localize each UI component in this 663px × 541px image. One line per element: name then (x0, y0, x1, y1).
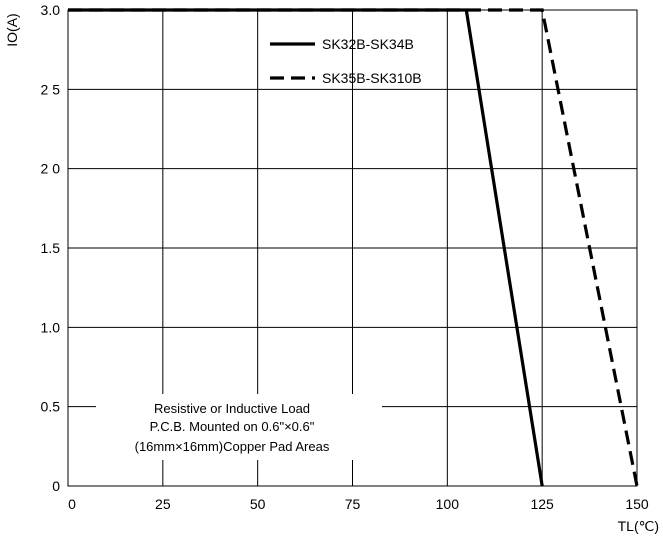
annotation-line-2: (16mm×16mm)Copper Pad Areas (135, 439, 330, 454)
x-tick-label-2: 50 (250, 496, 266, 512)
x-tick-label-6: 150 (625, 496, 649, 512)
x-tick-label-3: 75 (345, 496, 361, 512)
y-tick-label-6: 3.0 (41, 2, 61, 18)
x-tick-label-5: 125 (530, 496, 554, 512)
y-tick-label-3: 1.5 (41, 240, 61, 256)
y-tick-label-2: 1.0 (41, 319, 61, 335)
legend: SK32B-SK34B SK35B-SK310B (270, 36, 422, 86)
legend-label-sk32b: SK32B-SK34B (322, 36, 414, 52)
series-line-1 (68, 8, 639, 487)
annotation-line-1: P.C.B. Mounted on 0.6"×0.6" (150, 419, 315, 434)
y-tick-labels: 0 0.5 1.0 1.5 2 0 2 5 3.0 (41, 2, 61, 494)
annotation-background (96, 394, 382, 460)
x-tick-label-4: 100 (436, 496, 460, 512)
series-layer (68, 8, 639, 487)
annotation-line-0: Resistive or Inductive Load (154, 401, 310, 416)
x-tick-label-1: 25 (155, 496, 171, 512)
y-tick-label-4: 2 0 (41, 161, 61, 177)
annotation-box: Resistive or Inductive Load P.C.B. Mounte… (96, 394, 382, 460)
y-tick-label-5: 2 5 (41, 81, 61, 97)
x-tick-labels: 0 25 50 75 100 125 150 (68, 496, 649, 512)
y-axis-title: IO(A) (4, 13, 20, 46)
x-tick-label-0: 0 (68, 496, 76, 512)
x-axis-title: TL(℃) (618, 518, 659, 534)
legend-label-sk35b: SK35B-SK310B (322, 70, 422, 86)
y-tick-label-1: 0.5 (41, 399, 61, 415)
y-tick-label-0: 0 (52, 478, 60, 494)
